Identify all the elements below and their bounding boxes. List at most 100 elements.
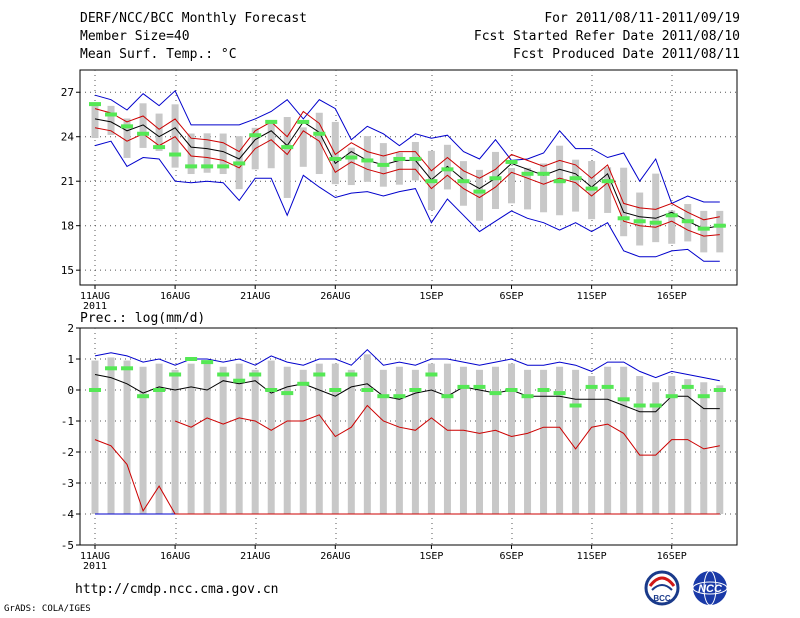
temp-observed-marker xyxy=(249,133,262,138)
prec-observed-marker xyxy=(121,366,134,371)
temp-observed-marker xyxy=(665,213,678,218)
prec-ensemble-box xyxy=(299,369,307,514)
prec-ensemble-box xyxy=(459,366,467,514)
temp-observed-marker xyxy=(217,164,230,169)
temp-observed-marker xyxy=(313,131,326,136)
prec-ensemble-box xyxy=(475,369,483,514)
temp-lower-line xyxy=(94,127,720,237)
prec-observed-marker xyxy=(537,388,550,392)
prec-ensemble-box xyxy=(411,369,419,514)
temp-ytick-label: 27 xyxy=(61,86,74,99)
prec-xtick-label: 16AUG xyxy=(160,551,190,562)
prec-xtick-label: 1SEP xyxy=(419,551,443,562)
temp-observed-marker xyxy=(649,220,662,225)
prec-mean-line xyxy=(94,374,720,413)
prec-observed-marker xyxy=(585,384,598,389)
prec-observed-marker xyxy=(217,372,230,377)
temp-ensemble-box xyxy=(139,103,147,148)
prec-observed-marker xyxy=(329,388,342,392)
prec-observed-marker xyxy=(169,372,182,377)
prec-observed-marker xyxy=(569,403,582,408)
temp-ensemble-box xyxy=(475,169,483,221)
temp-ensemble-box xyxy=(299,127,307,167)
temp-ytick-label: 15 xyxy=(61,264,74,277)
temp-observed-marker xyxy=(489,176,502,181)
prec-ytick-label: -2 xyxy=(61,446,74,459)
temp-ensemble-box xyxy=(652,173,660,243)
prec-observed-marker xyxy=(281,391,294,396)
prec-ensemble-box xyxy=(443,363,451,514)
temp-ytick-label: 18 xyxy=(61,220,74,233)
temp-observed-marker xyxy=(105,112,118,117)
prec-observed-marker xyxy=(633,403,646,408)
prec-ensemble-box xyxy=(620,366,628,514)
prec-observed-marker xyxy=(425,372,438,377)
prec-ensemble-box xyxy=(171,369,179,514)
grads-credit: GrADS: COLA/IGES xyxy=(4,604,91,614)
temp-observed-marker xyxy=(169,152,182,157)
prec-observed-marker xyxy=(681,384,694,389)
prec-ensemble-box xyxy=(668,376,676,514)
temp-observed-marker xyxy=(297,119,310,124)
prec-observed-marker xyxy=(457,384,470,389)
forecast-title: DERF/NCC/BCC Monthly Forecast xyxy=(80,11,307,26)
temp-plot-frame xyxy=(79,69,738,286)
temp-observed-marker xyxy=(329,156,342,161)
temp-ensemble-box xyxy=(620,167,628,237)
temp-ensemble-box xyxy=(155,113,163,151)
temp-observed-marker xyxy=(473,189,486,194)
temp-ensemble-box xyxy=(716,210,724,253)
temp-ensemble-box xyxy=(524,167,532,210)
prec-observed-marker xyxy=(649,403,662,408)
temp-observed-marker xyxy=(441,167,454,172)
temp-xtick-label: 6SEP xyxy=(499,291,523,302)
temp-observed-marker xyxy=(185,164,198,169)
temp-observed-marker xyxy=(121,124,134,129)
temp-observed-marker xyxy=(361,158,374,163)
temp-xtick-label: 21AUG xyxy=(240,291,270,302)
prec-observed-marker xyxy=(361,388,374,392)
prec-ensemble-box xyxy=(524,369,532,514)
prec-ensemble-box xyxy=(283,366,291,514)
temp-ensemble-box xyxy=(604,167,612,213)
temp-xtick-label: 1SEP xyxy=(419,291,443,302)
prec-observed-marker xyxy=(441,394,454,399)
temp-upper-line xyxy=(94,108,720,221)
temp-observed-marker xyxy=(425,179,438,184)
prec-observed-marker xyxy=(185,357,198,361)
prec-xtick-label: 11SEP xyxy=(577,551,607,562)
prec-ensemble-box xyxy=(267,360,275,514)
temp-observed-marker xyxy=(377,162,390,167)
prec-ensemble-box xyxy=(684,379,692,514)
prec-xtick-year: 2011 xyxy=(83,561,107,572)
prec-ensemble-box xyxy=(331,363,339,514)
prec-ensemble-box xyxy=(219,366,227,514)
source-url[interactable]: http://cmdp.ncc.cma.gov.cn xyxy=(75,582,279,597)
temp-ensemble-box xyxy=(443,144,451,190)
prec-max-line xyxy=(94,349,720,382)
bcc-logo-icon: BCC xyxy=(644,570,680,606)
prec-ytick-label: -5 xyxy=(61,539,74,552)
temp-observed-marker xyxy=(281,145,294,150)
variable-label: Mean Surf. Temp.: °C xyxy=(80,47,237,62)
prec-ensemble-box xyxy=(187,363,195,514)
temp-ensemble-box xyxy=(171,104,179,168)
temp-ensemble-box xyxy=(267,121,275,169)
temp-ensemble-box xyxy=(636,192,644,246)
prec-xtick-label: 16SEP xyxy=(657,551,687,562)
prec-observed-marker xyxy=(249,372,262,377)
prec-ytick-label: -1 xyxy=(61,415,74,428)
prec-observed-marker xyxy=(313,372,326,377)
prec-ensemble-box xyxy=(203,363,211,514)
temp-observed-marker xyxy=(409,156,422,161)
prec-observed-marker xyxy=(377,394,390,399)
bcc-logo-text: BCC xyxy=(653,594,671,603)
temp-observed-marker xyxy=(617,216,630,221)
prec-ensemble-box xyxy=(716,385,724,514)
prec-ensemble-box xyxy=(652,382,660,514)
temp-observed-marker xyxy=(457,179,470,184)
temp-observed-marker xyxy=(89,102,101,107)
prec-ensemble-box xyxy=(556,366,564,514)
temp-ensemble-box xyxy=(91,102,99,139)
